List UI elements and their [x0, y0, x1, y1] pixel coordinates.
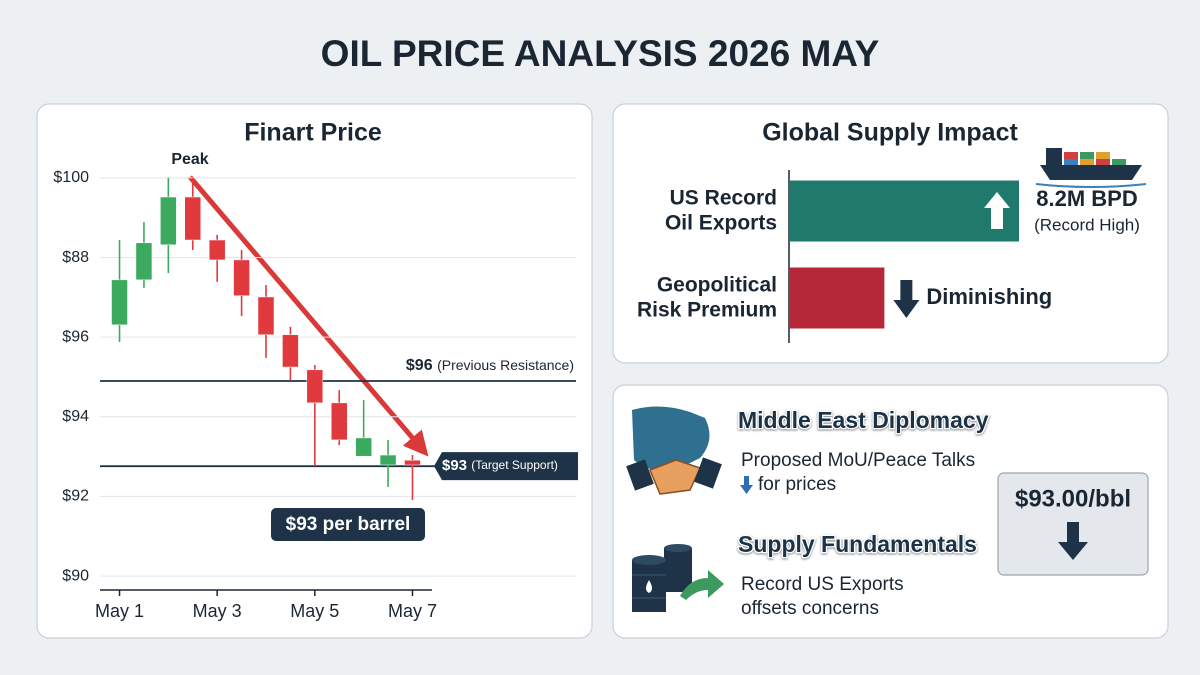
annotation: (Record High) [1034, 215, 1140, 234]
x-tick-label: May 1 [95, 601, 144, 621]
category-label: Oil Exports [665, 212, 777, 235]
x-tick-label: May 5 [290, 601, 339, 621]
candle-body [257, 296, 275, 336]
handshake-icon [626, 406, 722, 495]
candle-body [111, 279, 128, 326]
price-callout [271, 508, 425, 541]
news-text: Proposed MoU/Peace Talks [741, 450, 975, 471]
value-label: 8.2M BPD [1036, 186, 1137, 211]
candle-body [135, 242, 153, 281]
peak-label: Peak [171, 151, 208, 168]
news-heading: Middle East Diplomacy [738, 407, 989, 433]
down-arrow-icon [893, 280, 920, 318]
page-title: OIL PRICE ANALYSIS 2026 MAY [321, 33, 880, 74]
price-box-text: $93.00/bbl [1015, 485, 1131, 512]
news-text: for prices [758, 474, 836, 495]
barrel-icon [632, 544, 724, 612]
down-arrow-icon [740, 476, 753, 494]
x-tick-label: May 3 [193, 601, 242, 621]
news-text: Record US Exports [741, 574, 904, 595]
text-part: $93 [442, 457, 467, 474]
bar [789, 267, 885, 329]
up-arrow-icon [984, 192, 1010, 229]
candle-body [160, 196, 177, 246]
text-part: $96 [406, 357, 433, 374]
news-text: offsets concerns [741, 598, 879, 619]
text-part: (Target Support) [471, 458, 558, 472]
y-tick-label: $96 [62, 328, 89, 345]
y-tick-label: $100 [53, 169, 89, 186]
candle-body [379, 454, 397, 466]
candle-body [404, 459, 421, 466]
candle-body [355, 437, 372, 457]
candle-body [233, 259, 250, 297]
category-label: Risk Premium [637, 299, 777, 322]
trend-arrow [188, 175, 429, 457]
category-label: Geopolitical [657, 274, 777, 297]
category-label: US Record [670, 187, 777, 210]
down-arrow-icon [1058, 522, 1088, 560]
y-tick-label: $88 [62, 249, 89, 266]
y-tick-label: $92 [62, 488, 89, 505]
annotation: Diminishing [926, 284, 1052, 309]
ship-icon [1035, 148, 1147, 188]
price-callout-text: $93 per barrel [286, 514, 411, 535]
chart-title: Finart Price [244, 119, 382, 147]
bar [789, 180, 1019, 242]
candle-body [184, 196, 202, 241]
x-tick-label: May 7 [388, 601, 437, 621]
news-heading: Supply Fundamentals [738, 531, 977, 557]
reference-label: $93 (Target Support) [442, 457, 558, 474]
candle-body [282, 334, 299, 368]
text-part: (Previous Resistance) [437, 357, 574, 373]
reference-label: $96 (Previous Resistance) [406, 357, 574, 375]
badge [434, 452, 578, 481]
chart-title: Global Supply Impact [762, 119, 1018, 147]
candle-body [208, 239, 226, 261]
y-tick-label: $90 [62, 567, 89, 584]
y-tick-label: $94 [62, 408, 89, 425]
candle-body [306, 369, 324, 404]
candle-body [330, 402, 348, 441]
